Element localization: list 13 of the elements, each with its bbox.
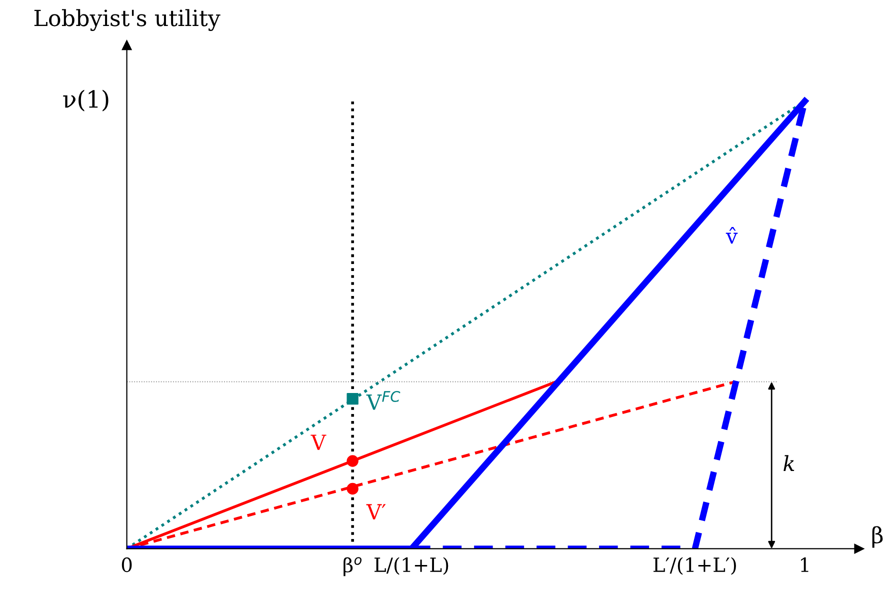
x-tick-label: 1 — [801, 557, 808, 572]
series-label: V′ — [366, 504, 386, 520]
annotation: k — [784, 455, 794, 472]
text: ν(1) — [63, 90, 108, 112]
x-tick-label: β$^{o}$ — [344, 557, 362, 576]
x-tick-label: L′/(1+L′) — [654, 557, 736, 575]
x-tick-label: L/(1+L) — [374, 557, 448, 575]
series-label: v̂ — [726, 226, 738, 244]
series-label: V$^{FC}$ — [366, 390, 400, 410]
y-axis-title: Lobbyist's utility — [34, 9, 220, 31]
x-axis-title: β — [872, 526, 883, 548]
x-tick-label: 0 — [122, 557, 132, 572]
series-label: V — [310, 434, 326, 450]
